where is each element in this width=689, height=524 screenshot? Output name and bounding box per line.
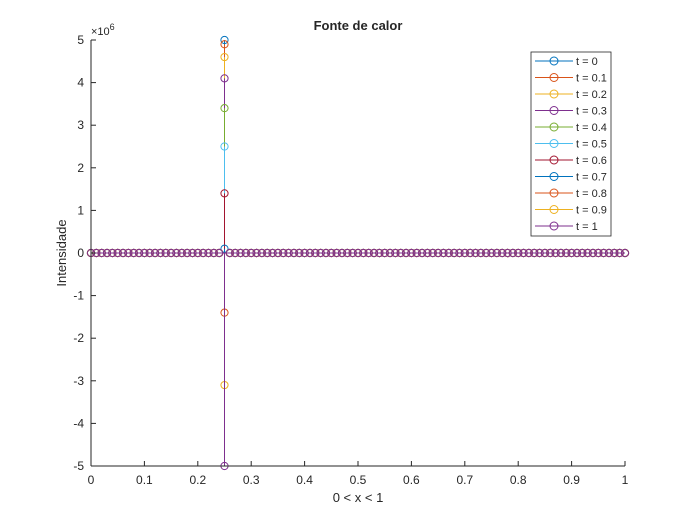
- legend-marker: [549, 172, 559, 181]
- legend-marker: [549, 188, 559, 198]
- y-tick-label: -2: [73, 331, 84, 345]
- x-tick-label: 0: [88, 473, 95, 487]
- legend-label: t = 0.6: [576, 155, 607, 167]
- x-axis-label: 0 < x < 1: [333, 490, 384, 505]
- legend-entry: t = 0.4: [535, 122, 607, 134]
- y-tick-label: 3: [77, 118, 84, 132]
- y-tick-label: -1: [73, 289, 84, 303]
- legend-entry: t = 0.2: [535, 89, 607, 101]
- legend-marker: [549, 122, 559, 132]
- y-exponent-label: ×106: [91, 22, 115, 38]
- y-tick-label: -5: [73, 459, 84, 473]
- x-tick-label: 0.2: [189, 473, 206, 487]
- y-tick-label: -3: [73, 374, 84, 388]
- chart-title: Fonte de calor: [314, 18, 403, 33]
- y-tick-label: 5: [77, 33, 84, 47]
- stem-marker: [220, 244, 229, 253]
- x-tick-label: 0.9: [563, 473, 580, 487]
- y-tick-label: -4: [73, 416, 84, 430]
- stem-marker: [220, 74, 229, 83]
- x-tick-label: 0.4: [296, 473, 313, 487]
- x-tick-label: 0.8: [510, 473, 527, 487]
- stem-marker: [220, 104, 229, 113]
- legend-marker: [549, 89, 559, 99]
- legend-entry: t = 0.8: [535, 188, 607, 200]
- legend-marker: [549, 221, 559, 231]
- legend-entry: t = 0.7: [535, 172, 607, 184]
- x-tick-label: 0.3: [243, 473, 260, 487]
- stem-marker: [220, 189, 229, 198]
- y-tick-label: 1: [77, 203, 84, 217]
- legend-label: t = 0.8: [576, 188, 607, 200]
- legend-marker: [549, 56, 559, 66]
- legend-entry: t = 0.9: [535, 205, 607, 217]
- legend-entry: t = 1: [535, 221, 598, 233]
- legend-label: t = 1: [576, 221, 598, 233]
- y-axis-label: Intensidade: [54, 219, 69, 286]
- y-ticks-group: -5 -4 -3 -2 -1 0 1 2 3 4 5: [73, 33, 96, 473]
- legend-entry: t = 0.3: [535, 106, 607, 118]
- x-tick-label: 0.1: [136, 473, 153, 487]
- legend-marker: [549, 139, 559, 148]
- legend-marker: [549, 106, 559, 115]
- legend-marker: [549, 155, 559, 165]
- stem-series-group: [86, 35, 630, 471]
- legend: t = 0 t = 0.1 t = 0.2 t = 0.3 t = 0.4 t = 0.5…: [530, 51, 612, 237]
- legend-label: t = 0.7: [576, 172, 607, 184]
- x-tick-label: 0.6: [403, 473, 420, 487]
- legend-label: t = 0.5: [576, 139, 607, 151]
- legend-label: t = 0.1: [576, 73, 607, 85]
- legend-entry: t = 0: [535, 56, 598, 68]
- x-tick-label: 1: [622, 473, 629, 487]
- legend-label: t = 0.3: [576, 106, 607, 118]
- stem-marker: [220, 142, 229, 151]
- stem-marker: [220, 52, 229, 62]
- legend-label: t = 0.2: [576, 89, 607, 101]
- legend-marker: [549, 205, 559, 214]
- legend-label: t = 0.4: [576, 122, 607, 134]
- legend-entry: t = 0.6: [535, 155, 607, 167]
- stem-marker: [220, 40, 229, 49]
- y-tick-label: 2: [77, 161, 84, 175]
- stem-marker: [220, 35, 229, 45]
- x-tick-label: 0.5: [350, 473, 367, 487]
- x-ticks-group: 0 0.1 0.2 0.3 0.4 0.5 0.6 0.7 0.8 0.9 1: [88, 461, 629, 487]
- y-tick-label: 4: [77, 76, 84, 90]
- y-tick-label: 0: [77, 246, 84, 260]
- stem-series: [86, 248, 630, 471]
- x-tick-label: 0.7: [456, 473, 473, 487]
- legend-entry: t = 0.1: [535, 73, 607, 85]
- legend-entry: t = 0.5: [535, 139, 607, 151]
- legend-label: t = 0.9: [576, 205, 607, 217]
- legend-marker: [549, 73, 559, 82]
- legend-label: t = 0: [576, 56, 598, 68]
